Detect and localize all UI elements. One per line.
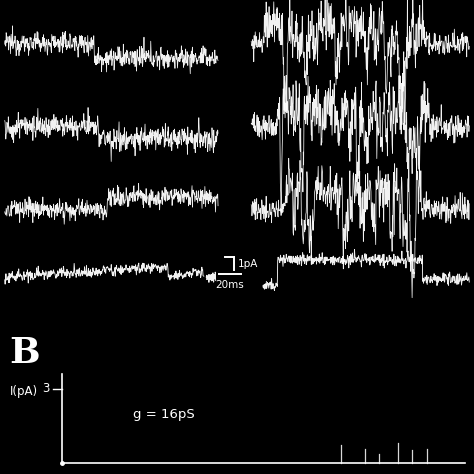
Text: B: B xyxy=(9,336,40,370)
Text: g = 16pS: g = 16pS xyxy=(133,408,194,421)
Text: 3: 3 xyxy=(42,382,50,395)
Text: 20ms: 20ms xyxy=(216,281,244,291)
Text: I(pA): I(pA) xyxy=(9,385,37,398)
Text: 1pA: 1pA xyxy=(237,259,258,269)
